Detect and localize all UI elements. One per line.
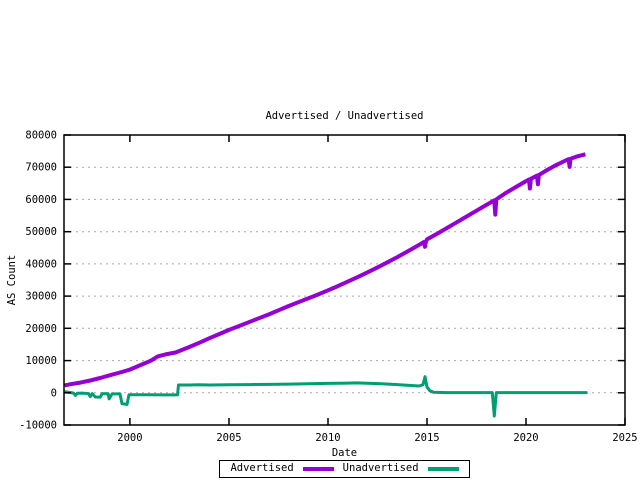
y-tick-label: 0 — [51, 387, 57, 399]
y-tick-label: 10000 — [25, 355, 57, 367]
x-tick-label: 2020 — [513, 432, 538, 444]
legend-label-unadvertised: Unadvertised — [342, 462, 419, 474]
legend-label-advertised: Advertised — [230, 462, 294, 474]
legend: Advertised Unadvertised — [64, 460, 625, 478]
x-tick-label: 2025 — [612, 432, 637, 444]
legend-item-advertised: Advertised — [230, 462, 334, 475]
x-axis-label: Date — [331, 447, 358, 459]
y-tick-label: 60000 — [25, 194, 57, 206]
unadvertised-line — [64, 375, 588, 418]
advertised-line-swatch — [302, 466, 334, 471]
legend-box: Advertised Unadvertised — [219, 460, 470, 478]
y-tick-label: 20000 — [25, 323, 57, 335]
y-tick-label: 40000 — [25, 258, 57, 270]
x-tick-label: 2015 — [414, 432, 439, 444]
legend-item-unadvertised: Unadvertised — [343, 462, 459, 475]
y-tick-label: 50000 — [25, 226, 57, 238]
chart-title: Advertised / Unadvertised — [265, 110, 424, 122]
x-tick-label: 2000 — [117, 432, 142, 444]
y-tick-label: 80000 — [25, 130, 57, 142]
y-tick-label: 30000 — [25, 291, 57, 303]
y-tick-label: 70000 — [25, 162, 57, 174]
advertised-line — [64, 152, 586, 388]
x-tick-label: 2010 — [315, 432, 340, 444]
unadvertised-line-swatch — [427, 466, 459, 471]
y-tick-label: -10000 — [19, 420, 57, 432]
plot-border — [63, 134, 626, 426]
x-tick-label: 2005 — [216, 432, 241, 444]
